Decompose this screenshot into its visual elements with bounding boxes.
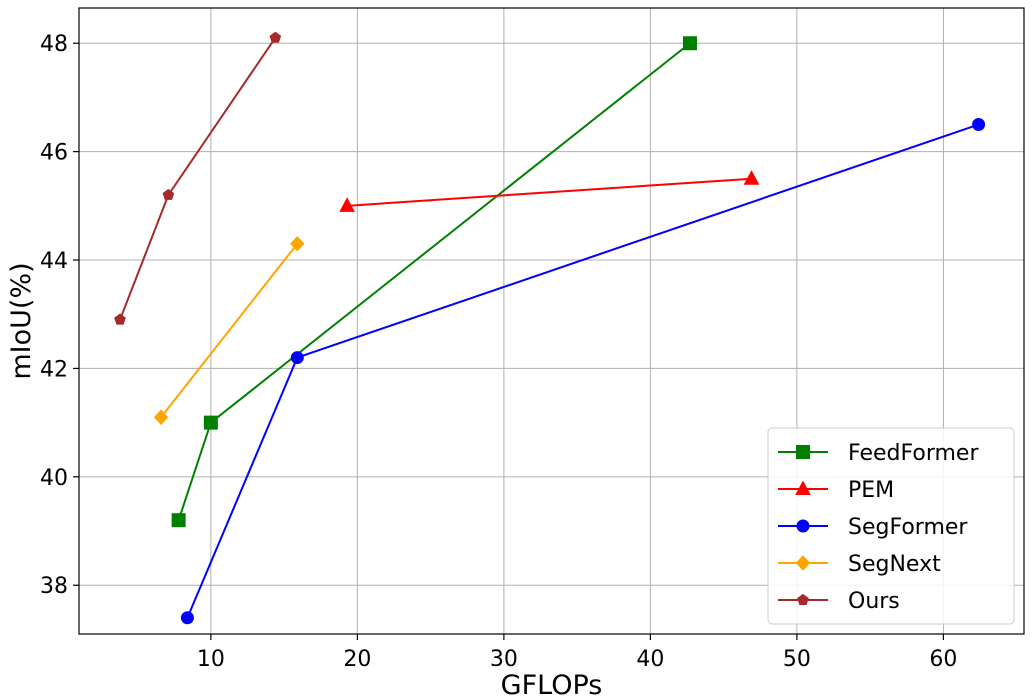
data-point-feedformer xyxy=(171,513,186,528)
x-tick-label: 50 xyxy=(783,647,811,672)
legend-marker-ours xyxy=(797,593,809,605)
x-tick-label: 30 xyxy=(490,647,518,672)
legend-marker-segformer xyxy=(796,519,810,533)
data-point-segformer xyxy=(180,611,194,625)
data-point-pem xyxy=(339,197,355,212)
y-tick-label: 38 xyxy=(40,574,68,599)
series-pem xyxy=(339,170,760,212)
data-point-feedformer xyxy=(682,36,697,51)
legend-item-segnext: SegNext xyxy=(778,552,941,577)
y-tick-label: 42 xyxy=(40,357,68,382)
grid xyxy=(79,8,1024,634)
y-tick-label: 48 xyxy=(40,32,68,57)
series-segformer xyxy=(180,118,986,625)
ticks: 10 20 30 40 50 60 38 40 42 44 46 48 xyxy=(40,32,957,672)
series-line-pem xyxy=(347,177,752,207)
data-point-segformer xyxy=(972,118,986,132)
series-line-ours xyxy=(119,37,277,321)
x-tick-label: 60 xyxy=(929,647,957,672)
legend-label: FeedFormer xyxy=(848,441,979,466)
series-line-feedformer xyxy=(177,42,691,521)
y-tick-label: 44 xyxy=(40,249,68,274)
legend-item-ours: Ours xyxy=(778,589,900,614)
data-point-pem xyxy=(743,170,760,185)
legend-marker-pem xyxy=(795,480,811,495)
data-point-segnext xyxy=(290,236,305,252)
legend-label: PEM xyxy=(848,478,894,503)
plot-frame xyxy=(78,7,1025,635)
legend-item-pem: PEM xyxy=(778,478,894,503)
series-segnext xyxy=(153,236,305,425)
data-point-ours xyxy=(114,313,126,325)
legend-label: SegFormer xyxy=(848,515,968,540)
legend-marker-feedformer xyxy=(796,445,810,459)
y-axis-label: mIoU(%) xyxy=(6,262,37,379)
x-tick-label: 20 xyxy=(343,647,371,672)
legend-marker-segnext xyxy=(795,555,811,571)
series-ours xyxy=(114,31,282,325)
data-point-feedformer xyxy=(203,415,218,430)
x-axis-label: GFLOPs xyxy=(501,670,603,699)
x-tick-label: 10 xyxy=(197,647,225,672)
data-point-segformer xyxy=(290,351,304,365)
legend-label: Ours xyxy=(848,589,900,614)
legend-box xyxy=(767,427,1015,625)
data-point-ours xyxy=(162,188,175,200)
y-tick-label: 46 xyxy=(40,141,68,166)
series-layer xyxy=(114,31,986,625)
legend-item-feedformer: FeedFormer xyxy=(778,441,979,466)
legend: FeedFormer PEM SegFormer SegNext Ours xyxy=(767,427,1015,625)
legend-item-segformer: SegFormer xyxy=(778,515,968,540)
series-line-segnext xyxy=(160,243,299,418)
legend-label: SegNext xyxy=(848,552,941,577)
x-tick-label: 40 xyxy=(636,647,664,672)
series-feedformer xyxy=(171,36,697,528)
data-point-ours xyxy=(269,31,282,43)
data-point-segnext xyxy=(153,409,169,425)
y-tick-label: 40 xyxy=(40,466,68,491)
